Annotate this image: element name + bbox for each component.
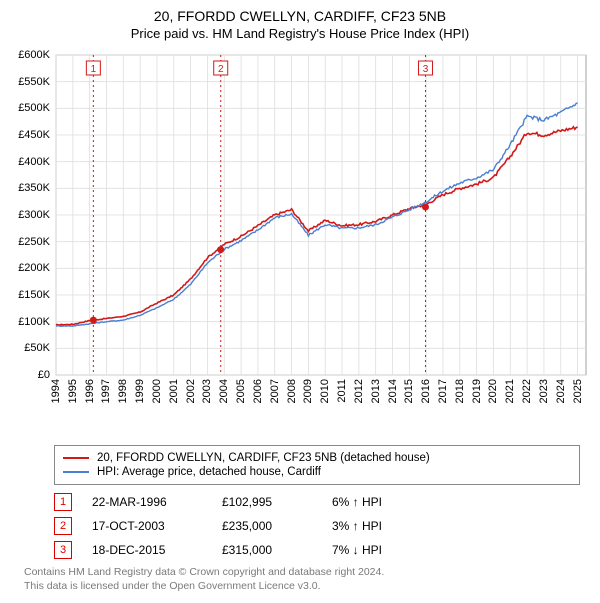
y-axis-label: £50K	[10, 342, 50, 354]
x-axis-label: 1997	[100, 379, 112, 403]
x-axis-label: 2009	[302, 379, 314, 403]
x-axis-label: 2021	[504, 379, 516, 403]
transaction-marker: 1	[54, 493, 72, 511]
transaction-row: 2 17-OCT-2003 £235,000 3% ↑ HPI	[54, 517, 580, 535]
x-axis-label: 2020	[487, 379, 499, 403]
y-axis-label: £0	[10, 369, 50, 381]
transactions-table: 1 22-MAR-1996 £102,995 6% ↑ HPI 2 17-OCT-2003…	[54, 493, 580, 559]
transaction-date: 22-MAR-1996	[92, 495, 202, 509]
y-axis-label: £400K	[10, 156, 50, 168]
legend-row: HPI: Average price, detached house, Card…	[63, 466, 571, 478]
y-axis-label: £350K	[10, 182, 50, 194]
svg-text:3: 3	[423, 64, 429, 75]
y-axis-label: £100K	[10, 316, 50, 328]
chart-legend: 20, FFORDD CWELLYN, CARDIFF, CF23 5NB (d…	[54, 445, 580, 485]
y-axis-label: £200K	[10, 262, 50, 274]
x-axis-label: 2024	[555, 379, 567, 403]
x-axis-label: 2013	[370, 379, 382, 403]
x-axis-label: 2016	[420, 379, 432, 403]
x-axis-label: 1999	[134, 379, 146, 403]
x-axis-label: 1995	[67, 379, 79, 403]
page-subtitle: Price paid vs. HM Land Registry's House …	[10, 26, 590, 41]
legend-swatch	[63, 471, 89, 473]
legend-swatch	[63, 457, 89, 459]
x-axis-label: 2008	[286, 379, 298, 403]
transaction-row: 3 18-DEC-2015 £315,000 7% ↓ HPI	[54, 541, 580, 559]
transaction-price: £102,995	[222, 495, 312, 509]
x-axis-label: 2011	[336, 379, 348, 403]
price-chart: 1 2 3 £0 £50K £100K £150K £200K £250K £300K £350K…	[10, 47, 590, 407]
x-axis-label: 2022	[521, 379, 533, 403]
svg-text:1: 1	[91, 64, 97, 75]
x-axis-label: 2003	[201, 379, 213, 403]
y-axis-label: £250K	[10, 236, 50, 248]
x-axis-label: 2000	[151, 379, 163, 403]
legend-label: HPI: Average price, detached house, Card…	[97, 466, 321, 478]
x-axis-label: 2010	[319, 379, 331, 403]
y-axis-label: £600K	[10, 49, 50, 61]
transaction-price: £235,000	[222, 519, 312, 533]
x-axis-label: 2018	[454, 379, 466, 403]
transaction-delta: 6% ↑ HPI	[332, 495, 422, 509]
x-axis-label: 2004	[218, 379, 230, 403]
transaction-date: 17-OCT-2003	[92, 519, 202, 533]
y-axis-label: £500K	[10, 102, 50, 114]
transaction-date: 18-DEC-2015	[92, 543, 202, 557]
x-axis-label: 2019	[471, 379, 483, 403]
x-axis-label: 2007	[269, 379, 281, 403]
transaction-marker: 3	[54, 541, 72, 559]
legend-label: 20, FFORDD CWELLYN, CARDIFF, CF23 5NB (d…	[97, 452, 430, 464]
x-axis-label: 2002	[185, 379, 197, 403]
footnote-line: This data is licensed under the Open Gov…	[24, 579, 580, 593]
x-axis-label: 2025	[572, 379, 584, 403]
x-axis-label: 2001	[168, 379, 180, 403]
x-axis-label: 2015	[403, 379, 415, 403]
transaction-row: 1 22-MAR-1996 £102,995 6% ↑ HPI	[54, 493, 580, 511]
x-axis-label: 2017	[437, 379, 449, 403]
y-axis-label: £550K	[10, 76, 50, 88]
page-title: 20, FFORDD CWELLYN, CARDIFF, CF23 5NB	[10, 8, 590, 24]
x-axis-label: 1994	[50, 379, 62, 403]
x-axis-label: 1998	[117, 379, 129, 403]
y-axis-label: £150K	[10, 289, 50, 301]
transaction-delta: 3% ↑ HPI	[332, 519, 422, 533]
transaction-delta: 7% ↓ HPI	[332, 543, 422, 557]
transaction-marker: 2	[54, 517, 72, 535]
x-axis-label: 2006	[252, 379, 264, 403]
y-axis-label: £300K	[10, 209, 50, 221]
footnote-line: Contains HM Land Registry data © Crown c…	[24, 565, 580, 579]
svg-text:2: 2	[218, 64, 224, 75]
y-axis-label: £450K	[10, 129, 50, 141]
x-axis-label: 2014	[387, 379, 399, 403]
x-axis-label: 1996	[84, 379, 96, 403]
footnote: Contains HM Land Registry data © Crown c…	[24, 565, 580, 593]
legend-row: 20, FFORDD CWELLYN, CARDIFF, CF23 5NB (d…	[63, 452, 571, 464]
transaction-price: £315,000	[222, 543, 312, 557]
x-axis-label: 2012	[353, 379, 365, 403]
x-axis-label: 2005	[235, 379, 247, 403]
x-axis-label: 2023	[538, 379, 550, 403]
